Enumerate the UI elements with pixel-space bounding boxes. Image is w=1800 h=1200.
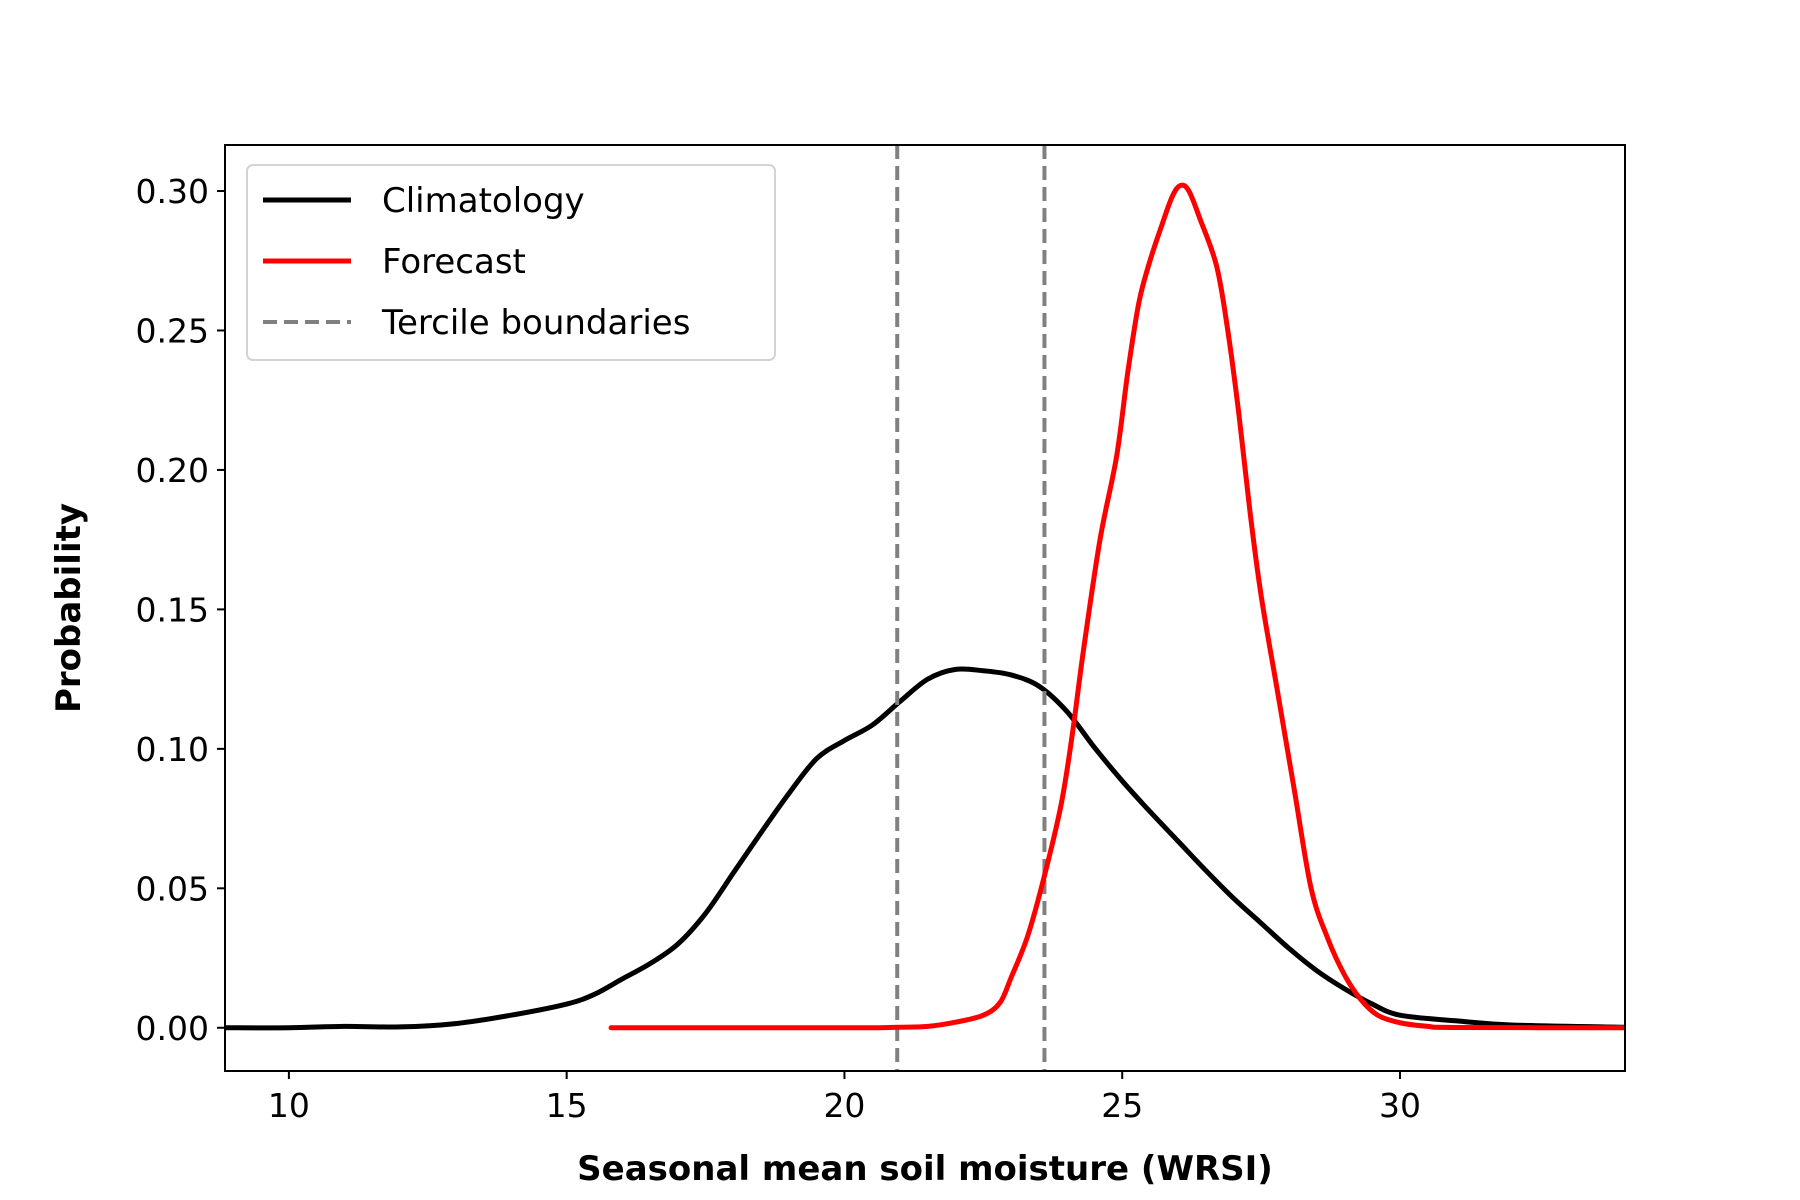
series-line-climatology <box>225 666 1625 1031</box>
series-line-forecast <box>608 182 1625 1031</box>
x-tick-label: 10 <box>268 1086 310 1125</box>
x-axis-ticks: 10 15 20 25 30 <box>268 1071 1421 1125</box>
plot-area <box>224 144 1626 1072</box>
y-axis-ticks: 0.00 0.05 0.10 0.15 0.20 0.25 0.30 <box>136 172 225 1048</box>
legend: Climatology Forecast Tercile boundaries <box>246 164 776 361</box>
legend-box <box>246 164 776 361</box>
y-tick-label: 0.30 <box>136 172 209 211</box>
y-axis-label: Probability <box>49 503 89 713</box>
x-tick-label: 30 <box>1379 1086 1421 1125</box>
x-tick-label: 15 <box>546 1086 588 1125</box>
y-tick-label: 0.20 <box>136 451 209 490</box>
x-tick-label: 25 <box>1101 1086 1143 1125</box>
y-tick-label: 0.25 <box>136 311 209 350</box>
y-tick-label: 0.10 <box>136 730 209 769</box>
legend-label-climatology: Climatology <box>382 181 585 221</box>
x-tick-label: 20 <box>823 1086 865 1125</box>
legend-label-tercile-boundaries: Tercile boundaries <box>381 303 690 343</box>
legend-label-forecast: Forecast <box>382 242 526 282</box>
y-tick-label: 0.15 <box>136 590 209 629</box>
axes-frame <box>224 144 1626 1072</box>
y-tick-label: 0.05 <box>136 869 209 908</box>
x-axis-label: Seasonal mean soil moisture (WRSI) <box>577 1149 1273 1189</box>
y-tick-label: 0.00 <box>136 1009 209 1048</box>
series-layer <box>225 145 1625 1071</box>
